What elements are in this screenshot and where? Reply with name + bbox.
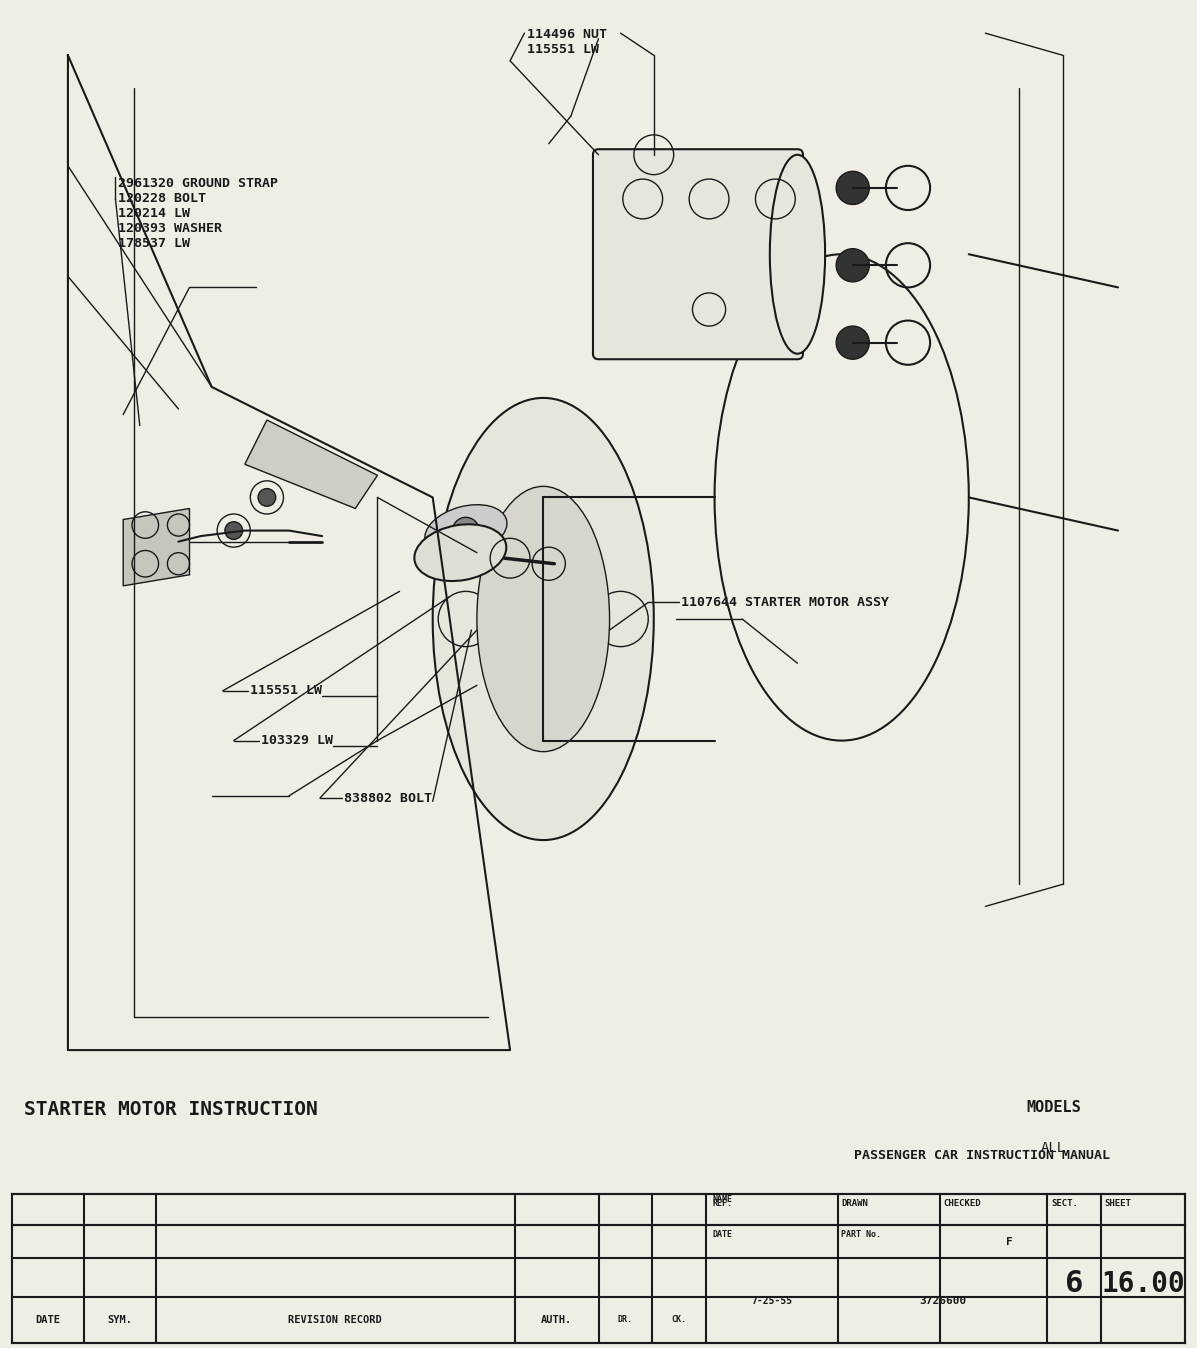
Text: 838802 BOLT: 838802 BOLT xyxy=(345,791,432,805)
Circle shape xyxy=(837,326,869,360)
Text: REVISION RECORD: REVISION RECORD xyxy=(288,1314,382,1325)
Ellipse shape xyxy=(476,487,609,752)
Text: 7-25-55: 7-25-55 xyxy=(752,1295,792,1306)
Text: DATE: DATE xyxy=(36,1314,60,1325)
Text: 3726600: 3726600 xyxy=(919,1295,966,1306)
Text: DATE: DATE xyxy=(712,1231,733,1239)
Ellipse shape xyxy=(432,398,654,840)
Polygon shape xyxy=(123,508,189,586)
Text: AUTH.: AUTH. xyxy=(541,1314,572,1325)
Text: 1107644 STARTER MOTOR ASSY: 1107644 STARTER MOTOR ASSY xyxy=(681,596,889,609)
Circle shape xyxy=(837,248,869,282)
Text: 115551 LW: 115551 LW xyxy=(250,685,322,697)
Text: NAME: NAME xyxy=(712,1196,733,1204)
Text: 2961320 GROUND STRAP
120228 BOLT
120214 LW
120393 WASHER
178537 LW: 2961320 GROUND STRAP 120228 BOLT 120214 … xyxy=(117,177,278,249)
Text: PASSENGER CAR INSTRUCTION MANUAL: PASSENGER CAR INSTRUCTION MANUAL xyxy=(853,1150,1110,1162)
Text: SHEET: SHEET xyxy=(1105,1200,1131,1208)
Text: SECT.: SECT. xyxy=(1051,1200,1077,1208)
Circle shape xyxy=(225,522,243,539)
Ellipse shape xyxy=(425,504,506,557)
Text: REF.: REF. xyxy=(712,1200,733,1208)
Text: 114496 NUT
115551 LW: 114496 NUT 115551 LW xyxy=(527,27,607,55)
Text: DR.: DR. xyxy=(618,1316,633,1324)
Text: 16.00: 16.00 xyxy=(1101,1270,1185,1298)
Ellipse shape xyxy=(414,524,506,581)
Text: ALL: ALL xyxy=(1041,1140,1065,1154)
Text: SYM.: SYM. xyxy=(108,1314,132,1325)
Ellipse shape xyxy=(770,155,825,353)
Circle shape xyxy=(452,518,479,543)
Polygon shape xyxy=(244,421,377,508)
Text: F: F xyxy=(1005,1236,1013,1247)
Text: CHECKED: CHECKED xyxy=(943,1200,980,1208)
Text: 103329 LW: 103329 LW xyxy=(261,735,334,747)
Circle shape xyxy=(259,488,275,507)
FancyBboxPatch shape xyxy=(593,150,803,359)
Text: STARTER MOTOR INSTRUCTION: STARTER MOTOR INSTRUCTION xyxy=(24,1100,317,1119)
Circle shape xyxy=(837,171,869,205)
Text: PART No.: PART No. xyxy=(841,1231,881,1239)
Text: MODELS: MODELS xyxy=(1026,1100,1081,1115)
Text: DRAWN: DRAWN xyxy=(841,1200,868,1208)
Text: 6: 6 xyxy=(1065,1270,1083,1298)
Text: CK.: CK. xyxy=(672,1316,687,1324)
